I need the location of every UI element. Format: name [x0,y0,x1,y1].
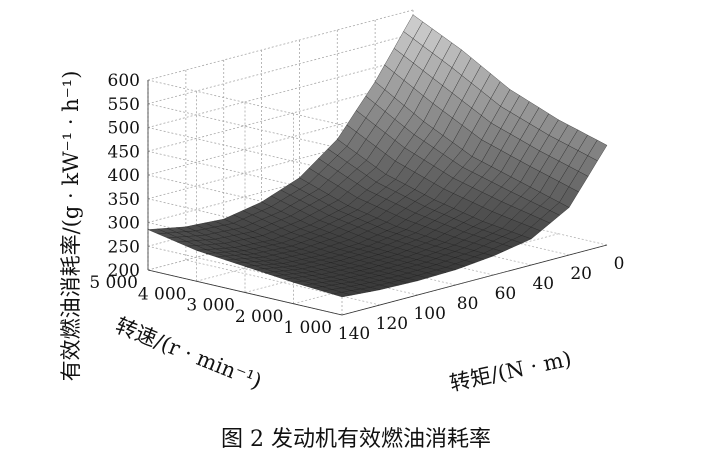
figure-caption: 图 2 发动机有效燃油消耗率 [221,427,491,452]
speed-tick-label: 3 000 [186,296,235,316]
torque-tick-label: 40 [532,274,554,294]
z-axis-label: 有效燃油消耗率/(g · kW⁻¹ · h⁻¹) [59,71,83,382]
speed-axis-line [147,269,343,316]
z-tick-label: 250 [108,237,140,257]
torque-tick-label: 80 [457,294,479,314]
grid-line-z-back [147,33,414,105]
torque-axis-line [341,244,608,316]
z-tick-label: 600 [108,71,140,91]
grid-line-z-back [147,9,414,81]
z-tick-label: 300 [108,214,140,234]
speed-tick-label: 2 000 [235,307,284,327]
z-tick-label: 500 [108,119,140,139]
tick-labels: 2002503003504004505005506000204060801001… [89,71,624,344]
grid-line-z-left [147,103,343,150]
z-tick-label: 550 [108,95,140,115]
z-tick-label: 450 [108,142,140,162]
grid-line-z-left [147,79,343,126]
z-tick-label: 400 [108,166,140,186]
surface-plot [147,14,608,298]
torque-tick-label: 120 [376,314,408,334]
torque-tick-label: 20 [570,264,592,284]
surface-patch [332,292,352,298]
torque-tick-label: 0 [614,254,625,274]
x-axis-label: 转矩/(N · m) [448,347,574,396]
z-tick-label: 200 [108,261,140,281]
grid-line-torque-floor [185,259,380,306]
grid-line-z-left [147,127,343,173]
speed-tick-label: 1 000 [283,318,332,338]
grid-line-z-back [147,57,414,128]
speed-tick-label: 5 000 [89,273,138,293]
z-tick-label: 350 [108,190,140,210]
torque-tick-label: 140 [338,324,370,344]
speed-tick-label: 4 000 [138,284,187,304]
torque-tick-label: 100 [413,304,445,324]
torque-tick-label: 60 [495,284,517,304]
